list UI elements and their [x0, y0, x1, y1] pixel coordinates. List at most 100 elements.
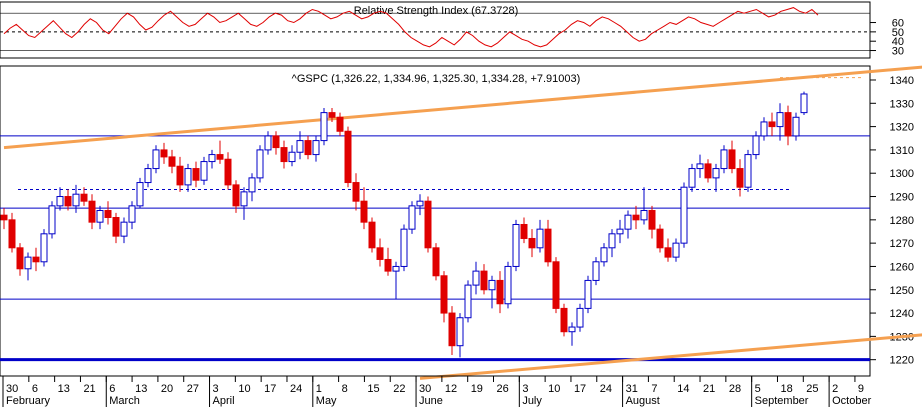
candle-body: [232, 184, 240, 207]
x-tick-label: 8: [342, 383, 348, 395]
x-tick-label: 6: [109, 383, 115, 395]
candle-body: [280, 147, 288, 163]
month-label: June: [419, 395, 443, 407]
candle-body: [440, 275, 448, 314]
x-tick-label: 18: [780, 383, 792, 395]
month-label: February: [6, 395, 51, 407]
x-tick-label: 7: [651, 383, 657, 395]
x-tick-label: 30: [419, 383, 431, 395]
candle-body: [152, 149, 160, 170]
candle-body: [664, 247, 672, 258]
candle-body: [16, 247, 24, 270]
month-label: July: [522, 395, 542, 407]
x-tick-label: 26: [497, 383, 509, 395]
candle-body: [424, 200, 432, 249]
candle-body: [616, 228, 624, 235]
x-tick-label: 12: [445, 383, 457, 395]
candle-body: [88, 200, 96, 223]
price-tick-label: 1240: [890, 308, 914, 320]
x-tick-label: 6: [32, 383, 38, 395]
candle-body: [384, 258, 392, 272]
candle-body: [624, 214, 632, 230]
x-tick-label: 19: [471, 383, 483, 395]
x-tick-label: 24: [290, 383, 302, 395]
x-tick-label: 31: [626, 383, 638, 395]
candle-body: [800, 93, 808, 114]
candle-body: [568, 326, 576, 333]
candle-body: [208, 154, 216, 163]
candle-body: [8, 219, 16, 249]
candle-body: [200, 161, 208, 181]
x-tick-label: 5: [755, 383, 761, 395]
candle-body: [544, 228, 552, 263]
price-tick-label: 1270: [890, 238, 914, 250]
candle-body: [368, 221, 376, 249]
price-tick-label: 1320: [890, 122, 914, 134]
candle-body: [192, 168, 200, 181]
price-tick-label: 1300: [890, 168, 914, 180]
candle-body: [736, 168, 744, 188]
x-tick-label: 17: [264, 383, 276, 395]
candle-body: [328, 112, 336, 118]
candle-body: [248, 177, 256, 193]
candle-body: [480, 270, 488, 291]
x-tick-label: 9: [858, 383, 864, 395]
candle-body: [512, 223, 520, 267]
price-tick-label: 1280: [890, 215, 914, 227]
x-tick-label: 3: [213, 383, 219, 395]
price-tick-label: 1330: [890, 98, 914, 110]
candle-body: [680, 186, 688, 244]
month-label: September: [755, 395, 809, 407]
candle-body: [344, 130, 352, 184]
x-tick-label: 21: [703, 383, 715, 395]
rsi-title: Relative Strength Index (67.3728): [354, 5, 519, 17]
month-label: October: [832, 395, 871, 407]
candle-body: [584, 279, 592, 309]
candle-body: [272, 135, 280, 149]
candle-body: [296, 140, 304, 153]
candle-body: [792, 116, 800, 137]
candle-body: [560, 307, 568, 333]
x-tick-label: 13: [135, 383, 147, 395]
candle-body: [112, 217, 120, 237]
candle-body: [488, 279, 496, 291]
candle-body: [256, 149, 264, 179]
price-tick-label: 1250: [890, 285, 914, 297]
candle-body: [688, 168, 696, 188]
rsi-line: [3, 7, 819, 48]
candle-body: [416, 200, 424, 207]
month-label: August: [626, 395, 660, 407]
candle-body: [432, 247, 440, 277]
candle-body: [672, 242, 680, 258]
price-tick-label: 1260: [890, 261, 914, 273]
candle-body: [712, 168, 720, 179]
lower-trend-channel: [419, 333, 922, 380]
x-tick-label: 10: [548, 383, 560, 395]
candle-body: [768, 121, 776, 128]
price-tick-label: 1220: [890, 355, 914, 367]
candle-body: [288, 151, 296, 163]
candle-body: [320, 112, 328, 142]
candle-body: [56, 196, 64, 207]
candle-body: [472, 270, 480, 286]
month-label: March: [109, 395, 140, 407]
candle-body: [592, 261, 600, 281]
x-tick-label: 17: [574, 383, 586, 395]
candle-body: [464, 284, 472, 319]
x-tick-label: 13: [58, 383, 70, 395]
candle-body: [552, 261, 560, 309]
candle-body: [80, 193, 88, 202]
x-tick-label: 27: [187, 383, 199, 395]
price-tick-label: 1310: [890, 145, 914, 157]
price-tick-label: 1340: [890, 75, 914, 87]
candle-body: [184, 168, 192, 186]
rsi-tick-label: 60: [892, 18, 904, 30]
x-tick-label: 20: [161, 383, 173, 395]
x-tick-label: 22: [393, 383, 405, 395]
candle-body: [400, 228, 408, 267]
rsi-panel: Relative Strength Index (67.3728): [0, 1, 871, 59]
month-label: April: [213, 395, 235, 407]
x-tick-label: 21: [83, 383, 95, 395]
x-tick-label: 15: [367, 383, 379, 395]
price-title: ^GSPC (1,326.22, 1,334.96, 1,325.30, 1,3…: [292, 73, 581, 85]
